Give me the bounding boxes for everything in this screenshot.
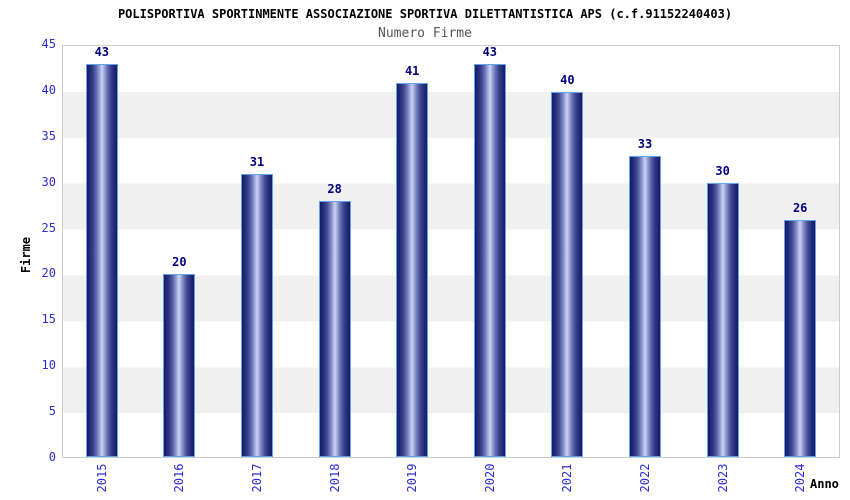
bar-value-label: 33 [637, 136, 653, 151]
bar-value-label: 28 [327, 182, 342, 197]
y-tick-30: 30 [41, 174, 56, 189]
chart-title: POLISPORTIVA SPORTINMENTE ASSOCIAZIONE S… [117, 7, 733, 21]
bar-value-label: 30 [715, 164, 730, 178]
bar-value-label: 40 [560, 72, 575, 87]
bar-2018 [318, 201, 351, 457]
bar-2016 [163, 274, 196, 457]
x-tick-2021: 2021 [560, 463, 575, 493]
bar-2019 [396, 82, 429, 457]
x-tick-2015: 2015 [94, 463, 109, 493]
bar-value-label: 43 [482, 45, 498, 60]
bar-value-label: 43 [94, 45, 110, 60]
bar-2015 [85, 64, 118, 457]
y-tick-5: 5 [48, 404, 56, 419]
y-tick-10: 10 [41, 358, 56, 373]
bar-value-label: 26 [792, 200, 808, 215]
x-tick-2017: 2017 [250, 463, 264, 493]
bar-2022 [629, 155, 661, 457]
chart-subtitle: Numero Firme [378, 26, 472, 41]
x-axis-title: Anno [810, 477, 839, 491]
y-tick-35: 35 [41, 128, 56, 143]
x-tick-2020: 2020 [482, 463, 497, 493]
bar-2017 [241, 173, 273, 457]
y-tick-25: 25 [41, 220, 56, 235]
bar-value-label: 20 [172, 255, 187, 270]
x-tick-2024: 2024 [793, 463, 808, 493]
bar-2021 [551, 91, 584, 457]
y-tick-40: 40 [41, 82, 56, 97]
x-tick-2018: 2018 [327, 463, 342, 493]
x-tick-2019: 2019 [405, 463, 420, 493]
bar-2020 [473, 64, 506, 457]
y-tick-45: 45 [41, 37, 56, 51]
x-tick-2023: 2023 [715, 463, 730, 493]
y-tick-15: 15 [41, 312, 56, 327]
bar-2023 [706, 183, 739, 457]
bar-2024 [784, 219, 817, 457]
x-tick-2016: 2016 [172, 463, 187, 493]
y-tick-20: 20 [41, 266, 56, 281]
x-tick-2022: 2022 [638, 463, 652, 493]
bar-value-label: 41 [404, 63, 420, 78]
y-tick-0: 0 [48, 450, 56, 464]
bar-value-label: 31 [249, 154, 265, 169]
plot-area: 43 20 31 28 41 43 40 33 30 26 [62, 45, 840, 458]
